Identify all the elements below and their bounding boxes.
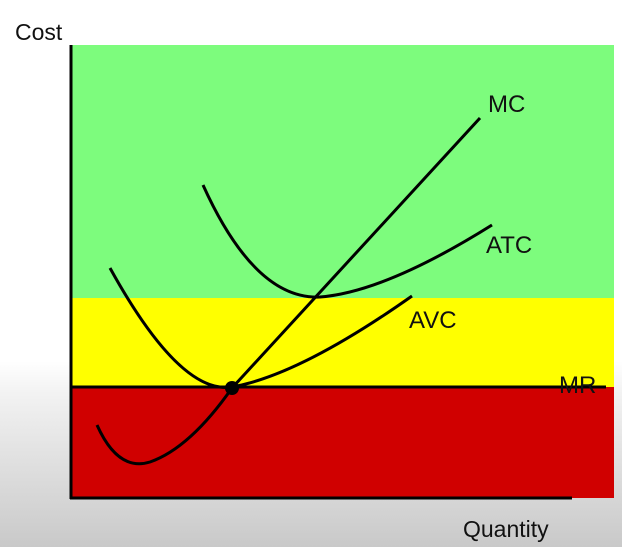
shutdown-zone [72,387,614,498]
avc-label: AVC [409,307,457,334]
shutdown-point [225,381,239,395]
y-axis-label: Cost [15,19,63,45]
atc-label: ATC [486,232,532,259]
mc-curve [95,116,482,466]
atc-curve [201,184,493,299]
x-axis-label: Quantity [463,516,549,542]
profit-zone [72,45,614,298]
mc-label: MC [488,91,525,118]
mr-label: MR [559,372,596,399]
